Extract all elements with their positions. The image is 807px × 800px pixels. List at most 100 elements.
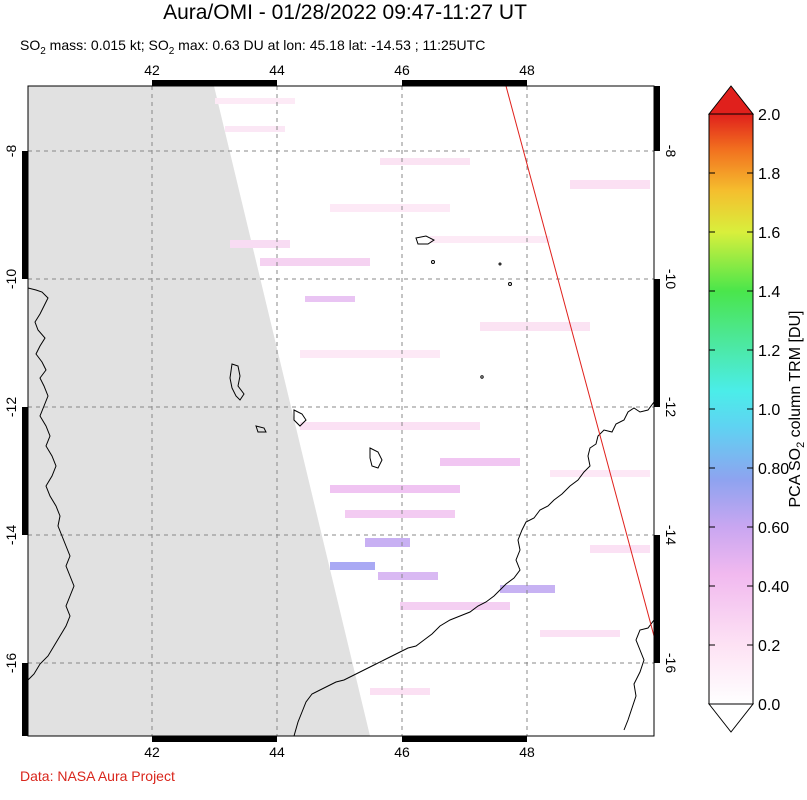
lon-label-top: 42 [144,62,160,78]
so2-pixel [380,158,470,165]
mayotte [369,447,383,469]
subtitle-mass: mass: 0.015 kt; SO [45,37,169,53]
lat-labels: -8 -10 -12 -14 -16 -8 -10 -12 -14 -16 [3,145,679,674]
no-data-region [28,86,370,736]
so2-pixel [400,602,510,610]
lon-label-top: 44 [269,62,285,78]
so2-pixel [260,258,370,266]
aldabra [415,235,435,245]
so2-pixel [330,485,460,493]
so2-pixel [570,180,650,189]
lat-label-left: -10 [3,269,19,289]
cb-tick-label: 0.40 [758,579,789,596]
lon-label-bottom: 44 [269,744,285,760]
so2-pixel [480,322,590,331]
cb-tick-label: 0.80 [758,461,789,478]
orbit-track-line [505,86,654,637]
cb-title-rest: column TRM [DU] [787,311,804,442]
so2-pixel [330,562,375,570]
colorbar-title: PCA SO2 column TRM [DU] [787,311,807,508]
grande-comore [229,363,245,401]
cb-tick-label: 1.2 [758,343,780,360]
border-bar [402,736,527,742]
so2-pixel [550,470,650,477]
cb-tick-label: 0.0 [758,697,780,714]
border-bar [402,80,527,86]
so2-pixel [540,630,620,637]
so2-pixels [215,98,650,695]
so2-pixel [305,296,355,302]
lat-label-right: -16 [663,653,679,673]
border-bar [654,279,660,407]
coastlines [28,235,654,736]
lat-label-right: -14 [663,525,679,545]
cb-tick-label: 1.8 [758,166,780,183]
subtitle-sub-a: 2 [40,45,46,57]
subtitle-max: max: 0.63 DU at lon: 45.18 lat: -14.53 ;… [174,37,486,53]
so2-pixel [230,240,290,248]
map-title: Aura/OMI - 01/28/2022 09:47-11:27 UT [163,1,527,24]
so2-pixel [440,458,520,466]
lon-label-bottom: 46 [394,744,410,760]
colorbar-labels: 2.0 1.8 1.6 1.4 1.2 1.0 0.80 0.60 0.40 0… [758,107,789,714]
so2-pixel [365,538,410,547]
lon-label-top: 46 [394,62,410,78]
moheli [255,425,267,433]
cb-tick-label: 1.4 [758,284,780,301]
lat-label-left: -8 [3,145,19,158]
so2-pixel [225,126,285,132]
lat-label-left: -12 [3,397,19,417]
islet [508,282,512,286]
islet [431,260,435,264]
border-bar [152,736,277,742]
so2-pixel [370,688,430,695]
so2-pixel [590,545,650,553]
border-bar [654,86,660,151]
colorbar-ticks [709,172,753,646]
so2-pixel [330,204,450,212]
islet [480,375,484,379]
map-subtitle: SO2 mass: 0.015 kt; SO2 max: 0.63 DU at … [20,37,485,57]
so2-pixel [500,585,555,593]
cb-title-main: PCA SO [787,448,804,508]
lat-label-right: -12 [663,397,679,417]
cb-title-sub: 2 [795,442,807,448]
map-border-bars [22,80,660,742]
border-bar [654,535,660,663]
cb-tick-label: 0.60 [758,520,789,537]
lat-label-right: -8 [663,145,679,158]
madagascar-coast [293,401,654,736]
so2-pixel [300,422,480,430]
cb-tick-label: 2.0 [758,107,780,124]
colorbar-over-arrow [707,85,755,115]
border-bar [22,407,28,535]
colorbar-gradient [708,113,754,705]
lon-label-top: 48 [519,62,535,78]
cb-tick-label: 0.2 [758,638,780,655]
lat-label-right: -10 [663,269,679,289]
lon-label-bottom: 42 [144,744,160,760]
so2-pixel [378,572,438,580]
islet [498,262,502,266]
graticule [28,86,654,736]
lon-label-bottom: 48 [519,744,535,760]
africa-coast [28,287,75,681]
madagascar-inner-coast [623,619,654,731]
border-bar [152,80,277,86]
anjouan [293,409,307,427]
colorbar: 2.0 1.8 1.6 1.4 1.2 1.0 0.80 0.60 0.40 0… [707,85,807,733]
so2-pixel [300,350,440,358]
border-bar [22,663,28,736]
cb-tick-label: 1.0 [758,402,780,419]
lon-labels: 42 44 46 48 42 44 46 48 [144,62,535,760]
colorbar-under-arrow [707,703,755,733]
so2-pixel [215,98,295,104]
data-credit: Data: NASA Aura Project [20,768,175,784]
lat-label-left: -16 [3,653,19,673]
border-bar [22,151,28,279]
so2-pixel [345,510,455,518]
subtitle-so2-a: SO [20,37,41,53]
cb-tick-label: 1.6 [758,225,780,242]
lat-label-left: -14 [3,525,19,545]
